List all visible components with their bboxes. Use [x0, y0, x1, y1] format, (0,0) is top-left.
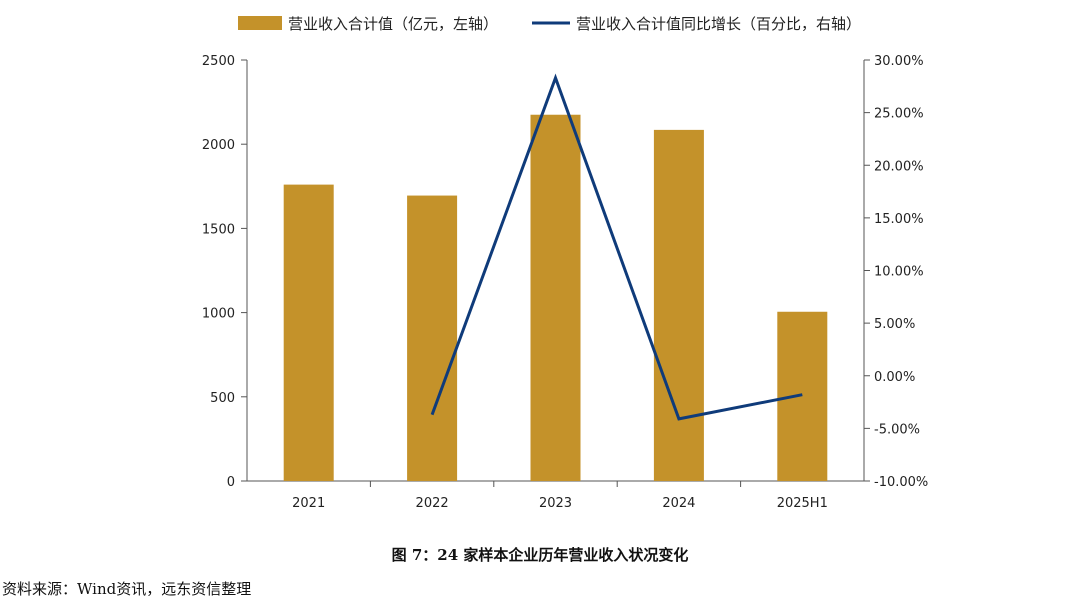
bar — [777, 311, 828, 481]
left-tick-label: 1000 — [202, 307, 235, 322]
x-tick-label: 2025H1 — [777, 496, 828, 511]
x-tick-label: 2022 — [416, 496, 449, 511]
right-tick-label: 15.00% — [874, 212, 924, 227]
left-tick-label: 500 — [210, 391, 235, 406]
line-layer — [430, 73, 803, 421]
right-tick-label: 10.00% — [874, 265, 924, 280]
axes: 0 500 1000 1500 2000 2500 -10.00% -5.00% 0.00% 5.… — [202, 54, 928, 511]
legend-bar-label: 营业收入合计值（亿元，左轴） — [288, 15, 498, 33]
legend-bar-swatch — [238, 16, 282, 30]
left-tick-label: 1500 — [202, 222, 235, 237]
right-tick-label: 30.00% — [874, 54, 924, 69]
growth-line — [430, 73, 803, 421]
x-tick-label: 2024 — [662, 496, 695, 511]
left-tick-label: 2500 — [202, 54, 235, 69]
right-tick-label: 25.00% — [874, 107, 924, 122]
source-note: 资料来源：Wind资讯，远东资信整理 — [2, 580, 252, 598]
right-tick-label: -10.00% — [874, 475, 928, 490]
right-tick-label: 20.00% — [874, 159, 924, 174]
right-tick-label: 0.00% — [874, 370, 915, 385]
bar — [653, 129, 704, 482]
right-tick-label: 5.00% — [874, 317, 915, 332]
right-tick-label: -5.00% — [874, 422, 920, 437]
left-tick-label: 2000 — [202, 138, 235, 153]
x-tick-label: 2023 — [539, 496, 572, 511]
bar — [283, 184, 334, 481]
x-tick-label: 2021 — [292, 496, 325, 511]
left-tick-label: 0 — [227, 475, 235, 490]
chart: 营业收入合计值（亿元，左轴） 营业收入合计值同比增长（百分比，右轴） 0 500 1… — [202, 15, 928, 511]
legend-line-label: 营业收入合计值同比增长（百分比，右轴） — [576, 15, 861, 33]
legend: 营业收入合计值（亿元，左轴） 营业收入合计值同比增长（百分比，右轴） — [238, 15, 861, 33]
bar — [407, 195, 458, 481]
figure-caption: 图 7：24 家样本企业历年营业收入状况变化 — [391, 546, 689, 564]
bar — [530, 114, 581, 481]
bars — [283, 114, 828, 482]
